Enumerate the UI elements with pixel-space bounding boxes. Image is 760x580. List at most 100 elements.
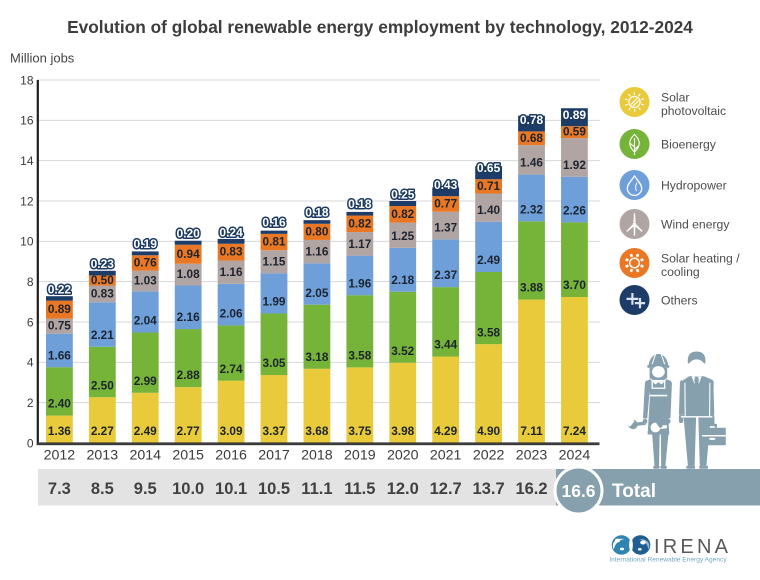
svg-text:0.81: 0.81 bbox=[263, 235, 286, 249]
svg-text:2024: 2024 bbox=[559, 448, 591, 464]
svg-text:1.66: 1.66 bbox=[48, 348, 71, 362]
svg-text:4: 4 bbox=[27, 356, 34, 370]
svg-text:2.40: 2.40 bbox=[48, 397, 71, 411]
svg-text:International Renewable Energy: International Renewable Energy Agency bbox=[609, 557, 727, 564]
svg-text:8.5: 8.5 bbox=[91, 480, 114, 498]
svg-text:7.3: 7.3 bbox=[48, 480, 71, 498]
svg-text:0.89: 0.89 bbox=[563, 108, 587, 122]
svg-text:2.88: 2.88 bbox=[177, 368, 200, 382]
svg-text:10.1: 10.1 bbox=[215, 480, 247, 498]
svg-text:0.83: 0.83 bbox=[220, 245, 243, 259]
svg-text:Wind energy: Wind energy bbox=[661, 218, 730, 232]
svg-text:16: 16 bbox=[20, 114, 34, 128]
svg-text:1.17: 1.17 bbox=[348, 237, 371, 251]
svg-text:1.37: 1.37 bbox=[434, 220, 457, 234]
svg-text:2.05: 2.05 bbox=[305, 286, 328, 300]
svg-text:photovoltaic: photovoltaic bbox=[661, 104, 726, 118]
svg-text:0.82: 0.82 bbox=[348, 216, 371, 230]
svg-text:16.2: 16.2 bbox=[515, 480, 547, 498]
svg-text:2021: 2021 bbox=[430, 448, 462, 464]
svg-text:0.76: 0.76 bbox=[134, 256, 157, 270]
svg-text:1.99: 1.99 bbox=[263, 295, 286, 309]
svg-text:2.26: 2.26 bbox=[563, 203, 586, 217]
svg-text:10: 10 bbox=[20, 235, 34, 249]
svg-text:10.0: 10.0 bbox=[172, 480, 204, 498]
svg-text:Evolution of global renewable: Evolution of global renewable energy emp… bbox=[67, 17, 693, 37]
svg-text:18: 18 bbox=[20, 73, 34, 87]
svg-text:13.7: 13.7 bbox=[473, 480, 505, 498]
svg-text:1.25: 1.25 bbox=[391, 229, 414, 243]
svg-text:2.99: 2.99 bbox=[134, 374, 157, 388]
svg-text:7.24: 7.24 bbox=[563, 424, 586, 438]
svg-text:2020: 2020 bbox=[387, 448, 419, 464]
svg-text:2.27: 2.27 bbox=[91, 424, 114, 438]
svg-text:1.03: 1.03 bbox=[134, 274, 157, 288]
svg-text:0.94: 0.94 bbox=[177, 247, 200, 261]
svg-text:0.20: 0.20 bbox=[176, 226, 200, 240]
svg-text:4.29: 4.29 bbox=[434, 424, 457, 438]
svg-text:10.5: 10.5 bbox=[258, 480, 290, 498]
svg-text:cooling: cooling bbox=[661, 265, 700, 279]
svg-text:0.68: 0.68 bbox=[520, 131, 543, 145]
svg-text:1.08: 1.08 bbox=[177, 267, 200, 281]
svg-text:2.50: 2.50 bbox=[91, 378, 114, 392]
svg-text:2023: 2023 bbox=[516, 448, 548, 464]
svg-text:2: 2 bbox=[27, 396, 34, 410]
svg-text:2015: 2015 bbox=[172, 448, 204, 464]
svg-text:0.25: 0.25 bbox=[391, 188, 415, 202]
svg-text:0.16: 0.16 bbox=[262, 216, 286, 230]
svg-text:12.0: 12.0 bbox=[387, 480, 419, 498]
svg-text:3.70: 3.70 bbox=[563, 278, 586, 292]
svg-text:8: 8 bbox=[27, 275, 34, 289]
svg-text:Others: Others bbox=[661, 294, 698, 308]
svg-text:0.24: 0.24 bbox=[219, 225, 243, 239]
svg-text:2.74: 2.74 bbox=[220, 362, 243, 376]
svg-text:6: 6 bbox=[27, 315, 34, 329]
svg-text:0.19: 0.19 bbox=[134, 237, 158, 251]
svg-text:2016: 2016 bbox=[215, 448, 247, 464]
svg-text:2013: 2013 bbox=[87, 448, 119, 464]
svg-text:2012: 2012 bbox=[44, 448, 76, 464]
svg-text:2.06: 2.06 bbox=[220, 307, 243, 321]
svg-text:3.58: 3.58 bbox=[348, 348, 371, 362]
svg-text:2.49: 2.49 bbox=[134, 424, 157, 438]
svg-text:0.50: 0.50 bbox=[91, 273, 114, 287]
svg-text:IRENA: IRENA bbox=[654, 536, 731, 558]
svg-text:0.83: 0.83 bbox=[91, 286, 114, 300]
svg-text:0.75: 0.75 bbox=[48, 319, 71, 333]
svg-text:1.92: 1.92 bbox=[563, 158, 586, 172]
svg-text:2.18: 2.18 bbox=[391, 273, 414, 287]
svg-text:0.18: 0.18 bbox=[305, 205, 329, 219]
svg-text:0.77: 0.77 bbox=[434, 197, 457, 211]
svg-text:1.40: 1.40 bbox=[477, 203, 500, 217]
svg-text:Solar: Solar bbox=[661, 90, 689, 104]
svg-text:7.11: 7.11 bbox=[520, 424, 543, 438]
svg-text:0.59: 0.59 bbox=[563, 125, 586, 139]
svg-text:2.04: 2.04 bbox=[134, 314, 157, 328]
svg-text:1.16: 1.16 bbox=[305, 244, 328, 258]
svg-text:0.82: 0.82 bbox=[391, 207, 414, 221]
svg-text:3.68: 3.68 bbox=[305, 424, 328, 438]
svg-text:2017: 2017 bbox=[258, 448, 290, 464]
svg-text:14: 14 bbox=[20, 154, 34, 168]
svg-text:3.18: 3.18 bbox=[305, 350, 328, 364]
svg-text:0.18: 0.18 bbox=[348, 197, 372, 211]
svg-text:0.80: 0.80 bbox=[305, 224, 328, 238]
svg-text:3.88: 3.88 bbox=[520, 281, 543, 295]
svg-text:1.46: 1.46 bbox=[520, 156, 543, 170]
svg-text:3.58: 3.58 bbox=[477, 325, 500, 339]
svg-text:2019: 2019 bbox=[344, 448, 376, 464]
svg-text:3.52: 3.52 bbox=[391, 344, 414, 358]
svg-text:0: 0 bbox=[27, 436, 34, 450]
svg-text:0.71: 0.71 bbox=[477, 179, 500, 193]
svg-text:2022: 2022 bbox=[473, 448, 505, 464]
svg-text:2.37: 2.37 bbox=[434, 268, 457, 282]
svg-text:0.43: 0.43 bbox=[434, 178, 458, 192]
svg-text:2.49: 2.49 bbox=[477, 253, 500, 267]
svg-text:2.32: 2.32 bbox=[520, 202, 543, 216]
svg-text:Million jobs: Million jobs bbox=[10, 51, 75, 66]
svg-text:0.89: 0.89 bbox=[48, 302, 71, 316]
svg-text:3.05: 3.05 bbox=[263, 356, 286, 370]
svg-text:3.75: 3.75 bbox=[348, 424, 371, 438]
svg-text:3.98: 3.98 bbox=[391, 424, 414, 438]
